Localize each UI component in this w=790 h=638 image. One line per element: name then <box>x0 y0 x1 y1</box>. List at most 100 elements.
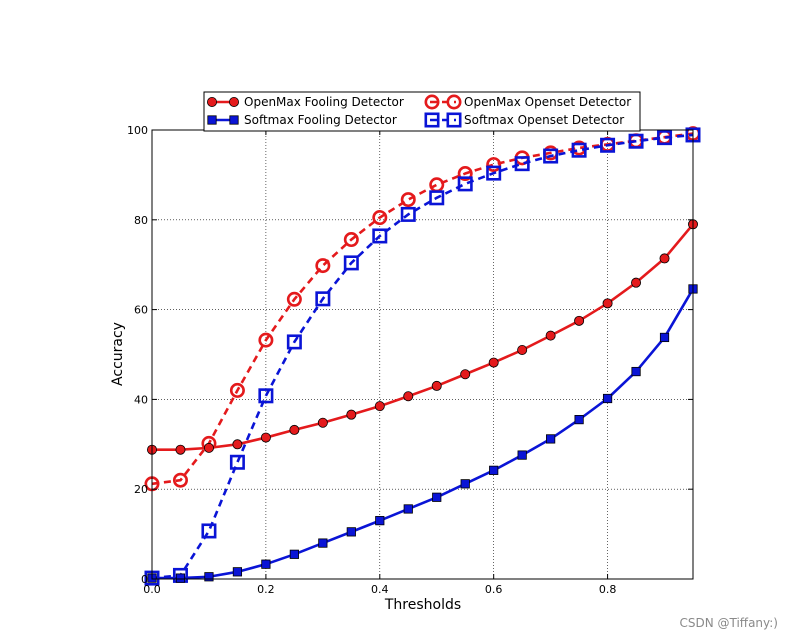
data-point <box>517 450 527 460</box>
data-point <box>574 415 584 425</box>
legend-marker <box>424 112 440 128</box>
legend-marker <box>228 97 239 108</box>
legend-entry: OpenMax Openset Detector <box>424 94 631 110</box>
data-point <box>460 479 470 489</box>
data-point <box>600 137 616 153</box>
x-tick-label: 0.4 <box>371 583 389 596</box>
series-1 <box>147 284 698 583</box>
series-line <box>151 132 694 486</box>
x-tick-label: 0.8 <box>599 583 617 596</box>
data-point <box>628 133 644 149</box>
data-point <box>545 330 556 341</box>
y-tick-label: 60 <box>134 304 148 317</box>
data-point <box>546 434 556 444</box>
data-point <box>400 206 416 222</box>
grid <box>152 130 693 579</box>
y-tick-label: 80 <box>134 214 148 227</box>
legend-marker <box>446 112 462 128</box>
data-point <box>229 454 245 470</box>
series-2 <box>144 126 701 492</box>
data-point <box>659 253 670 264</box>
data-point <box>486 165 502 181</box>
series-line <box>152 288 695 580</box>
data-point <box>201 523 217 539</box>
legend-entry: OpenMax Fooling Detector <box>206 95 404 109</box>
plot-frame <box>151 129 694 580</box>
data-point <box>343 232 359 248</box>
data-point <box>374 401 385 412</box>
y-tick-label: 20 <box>134 483 148 496</box>
series-3 <box>144 127 701 586</box>
legend-entry: Softmax Fooling Detector <box>207 113 397 127</box>
data-point <box>403 391 414 402</box>
data-point <box>457 166 473 182</box>
y-tick-label: 40 <box>134 393 148 406</box>
data-point <box>289 424 300 435</box>
data-point <box>315 291 331 307</box>
data-point <box>659 332 670 343</box>
data-point <box>489 465 499 475</box>
x-tick-label: 0.6 <box>485 583 503 596</box>
data-point <box>289 549 299 559</box>
x-tick-label: 0.0 <box>143 583 161 596</box>
x-tick-label: 0.2 <box>257 583 275 596</box>
data-point <box>175 444 186 455</box>
data-point <box>432 492 442 502</box>
data-point <box>460 369 471 380</box>
legend-label: OpenMax Openset Detector <box>464 95 631 109</box>
legend-marker <box>207 115 217 125</box>
legend-frame <box>203 91 641 132</box>
series-line <box>152 223 694 451</box>
data-point <box>602 393 613 404</box>
data-point <box>372 210 388 226</box>
data-point <box>431 380 442 391</box>
data-point <box>261 559 271 569</box>
legend-entry: Softmax Openset Detector <box>424 112 624 128</box>
data-point <box>229 382 245 398</box>
data-point <box>631 366 641 377</box>
data-point <box>403 504 413 514</box>
data-point <box>258 388 274 404</box>
data-point <box>429 177 445 193</box>
legend-marker <box>424 94 440 110</box>
data-point <box>317 417 328 428</box>
legend-label: Softmax Openset Detector <box>464 113 624 127</box>
legend: OpenMax Fooling Detector Softmax Fooling … <box>203 91 641 132</box>
data-point <box>346 527 356 537</box>
data-point <box>175 573 186 583</box>
data-point <box>260 432 271 443</box>
series-layer <box>144 126 701 586</box>
data-point <box>258 332 274 348</box>
data-point <box>517 345 528 356</box>
legend-marker <box>206 97 217 108</box>
data-point <box>343 255 359 271</box>
y-axis-label: Accuracy <box>110 322 126 386</box>
data-point <box>457 176 473 192</box>
data-point <box>232 567 243 577</box>
data-point <box>375 516 385 526</box>
data-point <box>232 439 243 450</box>
ticks: 0.0 0.2 0.4 0.6 0.8 0 20 40 60 80 100 <box>127 124 693 596</box>
data-point <box>372 228 388 244</box>
data-point <box>203 442 214 453</box>
data-point <box>657 130 673 146</box>
data-point <box>543 148 559 164</box>
data-point <box>631 277 642 288</box>
data-point <box>172 472 188 488</box>
data-point <box>486 157 502 173</box>
data-point <box>400 192 416 208</box>
data-point <box>602 298 613 309</box>
legend-marker <box>446 94 462 110</box>
legend-marker <box>229 115 239 125</box>
data-point <box>571 142 587 158</box>
series-line <box>151 133 694 580</box>
legend-label: OpenMax Fooling Detector <box>244 95 404 109</box>
x-axis-label: Thresholds <box>384 597 461 613</box>
data-point <box>574 315 585 326</box>
data-point <box>318 538 328 548</box>
watermark: CSDN @Tiffany:) <box>679 616 778 630</box>
data-point <box>346 409 357 420</box>
series-0 <box>146 219 699 455</box>
data-point <box>514 156 530 172</box>
